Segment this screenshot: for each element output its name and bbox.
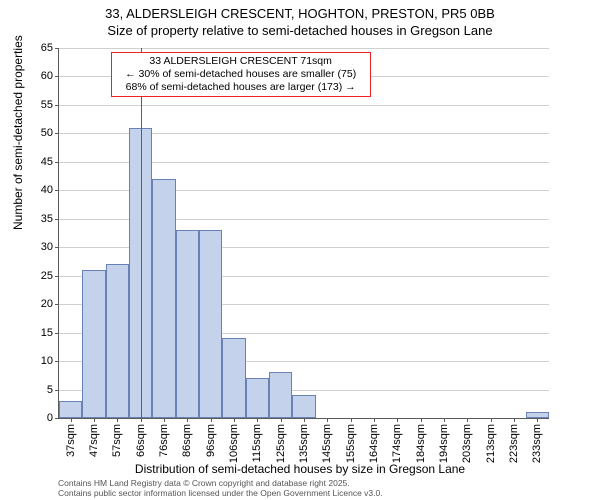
xtick-label: 223sqm — [508, 424, 520, 463]
chart-container: 33, ALDERSLEIGH CRESCENT, HOGHTON, PREST… — [0, 0, 600, 500]
xtick-mark — [397, 418, 398, 422]
xtick-mark — [211, 418, 212, 422]
x-axis-label: Distribution of semi-detached houses by … — [0, 462, 600, 476]
xtick-mark — [467, 418, 468, 422]
ytick-label: 45 — [41, 156, 59, 168]
plot-area: 33 ALDERSLEIGH CRESCENT 71sqm ← 30% of s… — [58, 48, 549, 419]
footer-attribution: Contains HM Land Registry data © Crown c… — [58, 479, 383, 498]
ytick-label: 5 — [47, 384, 59, 396]
title-line-2: Size of property relative to semi-detach… — [0, 23, 600, 40]
xtick-mark — [351, 418, 352, 422]
histogram-bar — [269, 372, 292, 418]
histogram-bar — [292, 395, 315, 418]
xtick-mark — [257, 418, 258, 422]
annotation-line-2: ← 30% of semi-detached houses are smalle… — [116, 68, 366, 81]
xtick-mark — [304, 418, 305, 422]
property-marker-line — [141, 48, 142, 418]
xtick-label: 66sqm — [135, 424, 147, 457]
xtick-label: 125sqm — [275, 424, 287, 463]
xtick-label: 203sqm — [461, 424, 473, 463]
xtick-label: 233sqm — [531, 424, 543, 463]
xtick-label: 76sqm — [158, 424, 170, 457]
histogram-bar — [246, 378, 269, 418]
ytick-label: 0 — [47, 412, 59, 424]
histogram-bar — [106, 264, 129, 418]
annotation-line-1: 33 ALDERSLEIGH CRESCENT 71sqm — [116, 55, 366, 68]
gridline-h — [59, 48, 549, 49]
xtick-label: 106sqm — [228, 424, 240, 463]
ytick-label: 40 — [41, 184, 59, 196]
xtick-mark — [327, 418, 328, 422]
histogram-bar — [222, 338, 245, 418]
xtick-label: 213sqm — [485, 424, 497, 463]
gridline-h — [59, 105, 549, 106]
xtick-mark — [514, 418, 515, 422]
xtick-mark — [94, 418, 95, 422]
xtick-label: 135sqm — [298, 424, 310, 463]
xtick-mark — [117, 418, 118, 422]
chart-title: 33, ALDERSLEIGH CRESCENT, HOGHTON, PREST… — [0, 0, 600, 40]
xtick-label: 57sqm — [111, 424, 123, 457]
xtick-label: 37sqm — [65, 424, 77, 457]
xtick-mark — [421, 418, 422, 422]
xtick-label: 145sqm — [321, 424, 333, 463]
histogram-bar — [199, 230, 222, 418]
ytick-label: 55 — [41, 99, 59, 111]
xtick-mark — [281, 418, 282, 422]
histogram-bar — [152, 179, 175, 418]
histogram-bar — [176, 230, 199, 418]
ytick-label: 35 — [41, 213, 59, 225]
xtick-label: 155sqm — [345, 424, 357, 463]
ytick-label: 10 — [41, 355, 59, 367]
xtick-label: 86sqm — [181, 424, 193, 457]
xtick-mark — [164, 418, 165, 422]
ytick-label: 60 — [41, 70, 59, 82]
xtick-mark — [374, 418, 375, 422]
xtick-label: 115sqm — [251, 424, 263, 462]
y-axis-label: Number of semi-detached properties — [11, 35, 25, 230]
title-line-1: 33, ALDERSLEIGH CRESCENT, HOGHTON, PREST… — [0, 6, 600, 23]
xtick-mark — [491, 418, 492, 422]
xtick-label: 174sqm — [391, 424, 403, 463]
ytick-label: 30 — [41, 241, 59, 253]
xtick-label: 47sqm — [88, 424, 100, 457]
histogram-bar — [82, 270, 105, 418]
xtick-label: 96sqm — [205, 424, 217, 457]
xtick-mark — [71, 418, 72, 422]
annotation-line-3: 68% of semi-detached houses are larger (… — [116, 81, 366, 94]
xtick-mark — [234, 418, 235, 422]
xtick-mark — [537, 418, 538, 422]
histogram-bar — [526, 412, 549, 418]
footer-line-2: Contains public sector information licen… — [58, 489, 383, 498]
xtick-mark — [187, 418, 188, 422]
xtick-label: 184sqm — [415, 424, 427, 463]
histogram-bar — [59, 401, 82, 418]
xtick-label: 194sqm — [438, 424, 450, 463]
xtick-mark — [444, 418, 445, 422]
ytick-label: 25 — [41, 270, 59, 282]
ytick-label: 20 — [41, 298, 59, 310]
ytick-label: 50 — [41, 127, 59, 139]
xtick-mark — [141, 418, 142, 422]
annotation-box: 33 ALDERSLEIGH CRESCENT 71sqm ← 30% of s… — [111, 52, 371, 97]
ytick-label: 65 — [41, 42, 59, 54]
xtick-label: 164sqm — [368, 424, 380, 463]
ytick-label: 15 — [41, 327, 59, 339]
